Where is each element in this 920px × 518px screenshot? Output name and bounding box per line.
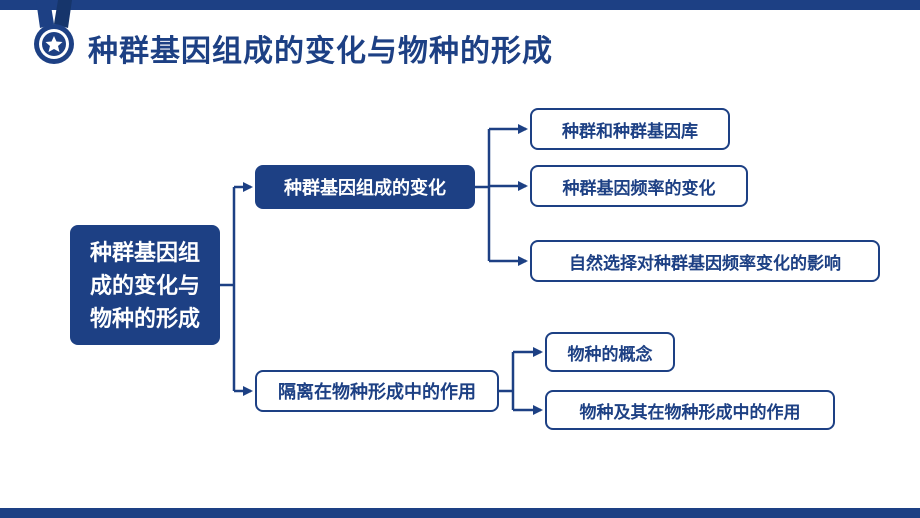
top-bar xyxy=(0,0,920,10)
diagram-node: 种群和种群基因库 xyxy=(530,108,730,150)
diagram-container: 种群基因组成的变化与物种的形成种群基因组成的变化隔离在物种形成中的作用 种群和种群… xyxy=(0,100,920,480)
diagram-node: 物种的概念 xyxy=(545,332,675,372)
diagram-node: 隔离在物种形成中的作用 xyxy=(255,370,499,412)
diagram-node: 种群基因组成的变化 xyxy=(255,165,475,209)
diagram-node: 种群基因频率的变化 xyxy=(530,165,748,207)
page-title: 种群基因组成的变化与物种的形成 xyxy=(88,26,553,70)
diagram-node: 种群基因组成的变化与物种的形成 xyxy=(70,225,220,345)
diagram-node: 自然选择对种群基因频率变化的影响 xyxy=(530,240,880,282)
diagram-node: 物种及其在物种形成中的作用 xyxy=(545,390,835,430)
bottom-bar xyxy=(0,508,920,518)
medal-icon xyxy=(30,0,78,68)
